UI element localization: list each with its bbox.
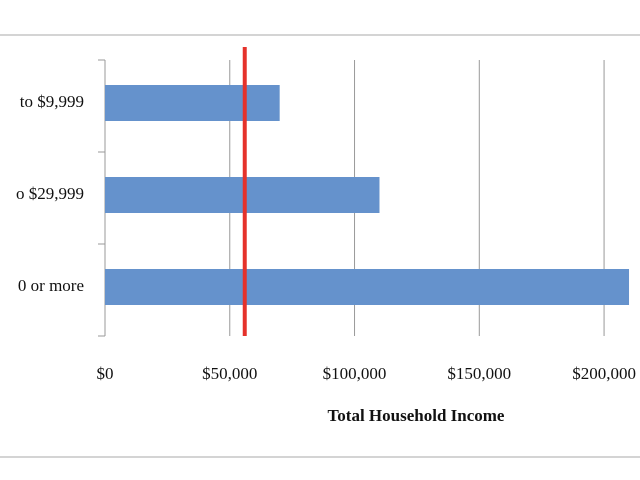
- x-tick-label: $0: [97, 364, 114, 383]
- bar: [105, 177, 380, 213]
- y-tick-label: to $9,999: [20, 92, 84, 111]
- x-tick-label: $150,000: [447, 364, 511, 383]
- x-tick-label: $100,000: [323, 364, 387, 383]
- x-axis-label: Total Household Income: [328, 406, 505, 425]
- x-tick-label: $200,000: [572, 364, 636, 383]
- bar: [105, 269, 630, 305]
- x-tick-label: $50,000: [202, 364, 257, 383]
- y-tick-label: 0 or more: [18, 276, 84, 295]
- y-tick-label: o $29,999: [16, 184, 84, 203]
- bar: [105, 85, 280, 121]
